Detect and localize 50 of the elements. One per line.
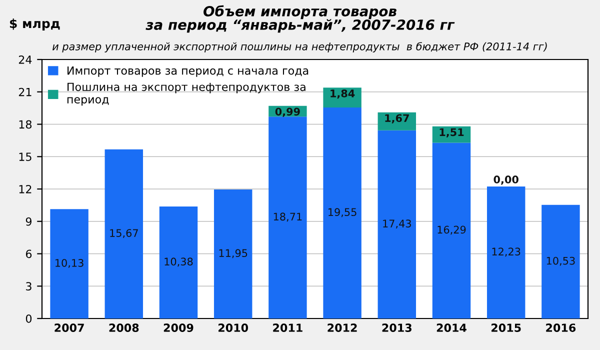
x-tick-label: 2014 (436, 324, 466, 332)
legend-label: Пошлина на экспорт нефтепродуктов за период (67, 82, 306, 106)
chart-subtitle: и размер уплаченной экспортной пошлины на нефтепродукты в бюджет РФ (2011-14 гг) (52, 42, 547, 52)
x-tick-label: 2016 (546, 324, 576, 332)
x-tick-label: 2008 (109, 324, 139, 332)
y-tick-label: 6 (26, 250, 32, 258)
data-label: 0,99 (275, 108, 300, 117)
data-label: 11,95 (219, 249, 248, 258)
data-label: 15,67 (110, 229, 138, 238)
data-label: 0,00 (494, 176, 518, 185)
chart-title: Объем импорта товаров за период “январь-май”, 2007-2016 гг (146, 5, 455, 33)
y-tick-label: 15 (19, 152, 32, 162)
bar (432, 142, 471, 318)
data-label: 1,84 (330, 89, 355, 99)
x-tick-label: 2010 (218, 324, 248, 332)
data-label: 16,29 (438, 226, 466, 235)
x-tick-label: 2013 (382, 324, 412, 332)
bar (486, 186, 526, 318)
y-axis-title: $ млрд (10, 18, 60, 31)
x-tick-label: 2012 (328, 324, 357, 332)
data-label: 10,38 (164, 258, 193, 267)
data-label: 1,67 (385, 114, 409, 124)
data-label: 18,71 (274, 212, 302, 222)
bar (323, 108, 362, 318)
data-label: 1,51 (440, 128, 464, 138)
y-tick-label: 12 (19, 184, 32, 194)
y-tick-label: 21 (18, 88, 32, 96)
y-tick-label: 24 (18, 55, 32, 64)
legend-label: Импорт товаров за период с начала года (68, 66, 308, 77)
y-tick-label: 9 (26, 217, 32, 226)
y-tick-label: 18 (19, 120, 32, 129)
bar (542, 204, 580, 318)
bar (378, 130, 416, 318)
data-label: 19,55 (328, 208, 356, 218)
y-tick-label: 3 (26, 282, 32, 291)
x-tick-label: 2007 (54, 324, 84, 332)
x-tick-label: 2011 (273, 324, 302, 332)
data-label: 10,53 (546, 256, 575, 266)
bar (104, 149, 144, 318)
x-tick-label: 2009 (164, 324, 194, 332)
bar (268, 116, 307, 318)
bar (323, 88, 362, 108)
bar (159, 206, 198, 318)
data-label: 10,13 (56, 258, 84, 268)
bar (214, 190, 252, 318)
data-label: 17,43 (383, 220, 411, 229)
data-label: 12,23 (492, 248, 520, 257)
y-tick-label: 0 (26, 314, 32, 323)
bar (50, 209, 88, 318)
x-tick-label: 2015 (492, 324, 521, 332)
